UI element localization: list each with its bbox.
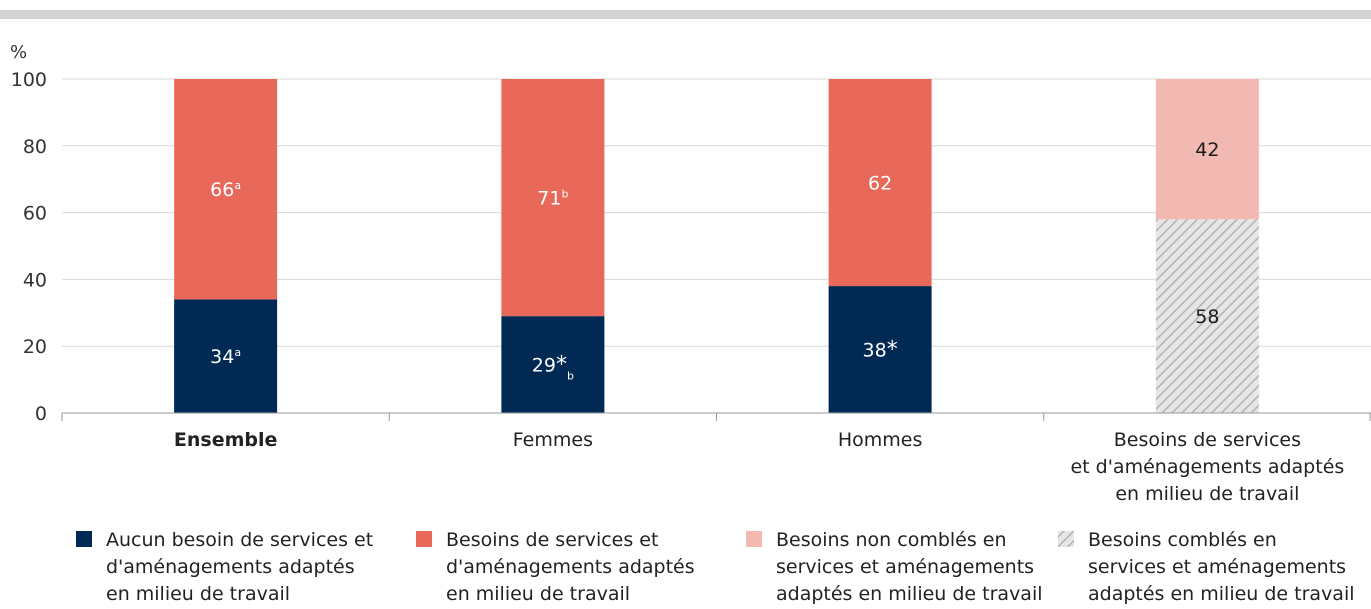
legend-label: services et aménagements xyxy=(776,556,1034,578)
legend-swatch-aucun xyxy=(76,531,92,547)
legend-label: d'aménagements adaptés xyxy=(446,556,695,578)
x-category-label: et d'aménagements adaptés xyxy=(1070,456,1344,478)
legend-swatch-combles xyxy=(1058,531,1074,547)
data-label: 42 xyxy=(1195,139,1219,161)
legend-label: en milieu de travail xyxy=(106,583,290,605)
data-label: 66a xyxy=(210,179,241,201)
bar-segment-non_combles xyxy=(1155,79,1259,220)
legend-label: services et aménagements xyxy=(1088,556,1346,578)
data-label: 58 xyxy=(1195,306,1219,328)
bar-segment-aucun xyxy=(828,286,932,413)
y-tick-label: 60 xyxy=(23,203,47,225)
bar-segment-aucun xyxy=(174,299,278,413)
data-label: 38* xyxy=(863,338,898,363)
x-category-label: Hommes xyxy=(838,429,923,451)
y-tick-label: 40 xyxy=(23,269,47,291)
y-tick-label: 0 xyxy=(35,403,47,425)
x-category-label: Femmes xyxy=(513,429,593,451)
bar-segment-besoins xyxy=(174,79,278,300)
top-band xyxy=(0,10,1371,19)
bar-segment-besoins xyxy=(501,79,605,317)
y-tick-label: 20 xyxy=(23,336,47,358)
y-tick-label: 80 xyxy=(23,136,47,158)
bar-segment-combles xyxy=(1155,219,1259,413)
legend-label: en milieu de travail xyxy=(446,583,630,605)
y-tick-label: 100 xyxy=(11,69,47,91)
data-label: 62 xyxy=(868,173,892,195)
data-label: 71b xyxy=(537,188,568,210)
legend-swatch-non_combles xyxy=(746,531,762,547)
x-category-label: en milieu de travail xyxy=(1115,483,1299,505)
legend-label: Aucun besoin de services et xyxy=(106,529,373,551)
legend-label: d'aménagements adaptés xyxy=(106,556,355,578)
legend-label: Besoins non comblés en xyxy=(776,529,1007,551)
data-label: 34a xyxy=(210,346,241,368)
legend-label: adaptés en milieu de travail xyxy=(776,583,1043,605)
x-category-label: Besoins de services xyxy=(1114,429,1301,451)
bar-segment-besoins xyxy=(828,79,932,287)
legend-swatch-besoins xyxy=(416,531,432,547)
x-category-label: Ensemble xyxy=(174,429,278,451)
y-axis-label: % xyxy=(10,42,27,63)
legend-label: adaptés en milieu de travail xyxy=(1088,583,1355,605)
legend-label: Besoins comblés en xyxy=(1088,529,1277,551)
legend-label: Besoins de services et xyxy=(446,529,658,551)
bar-segment-aucun xyxy=(501,316,605,413)
